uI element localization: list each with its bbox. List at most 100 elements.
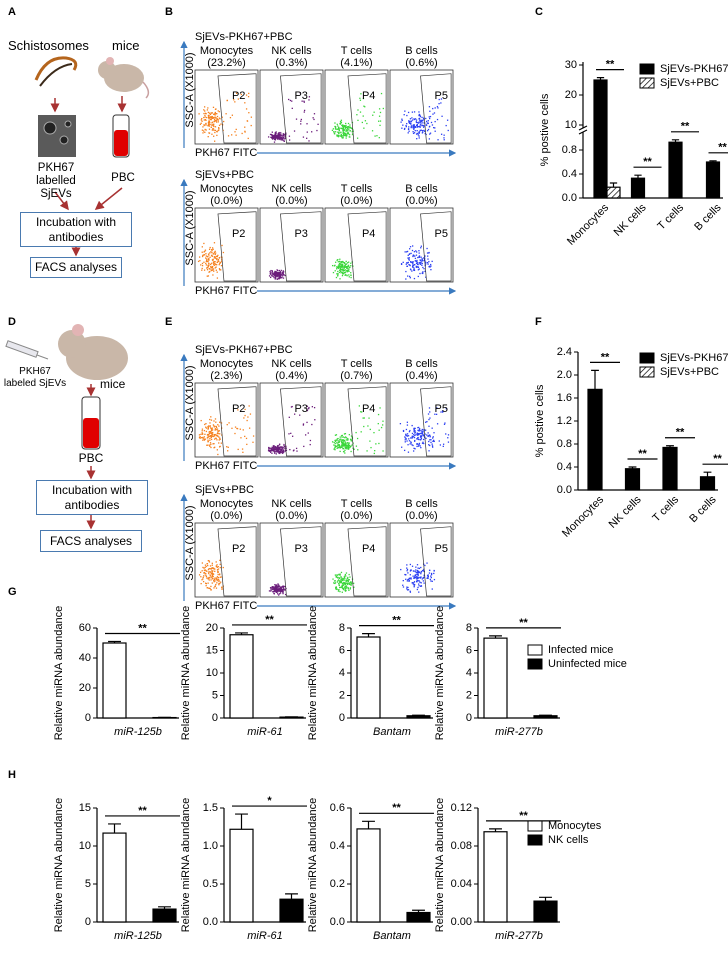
facs-dot — [213, 113, 215, 116]
facs-dot — [440, 133, 443, 135]
facs-dot — [213, 129, 215, 131]
facs-dot — [341, 577, 343, 580]
facs-dot — [408, 258, 410, 260]
y-tick-label: 15 — [79, 802, 91, 814]
facs-dot — [279, 271, 282, 273]
facs-dot — [337, 127, 340, 129]
facs-dot — [410, 442, 412, 444]
facs-dot — [405, 438, 408, 440]
facs-dot — [345, 134, 347, 136]
facs-dot — [208, 444, 211, 446]
facs-dot — [308, 140, 310, 142]
facs-dot — [272, 137, 274, 140]
facs-dot — [213, 579, 215, 582]
facs-dot — [413, 582, 415, 584]
facs-dot — [208, 120, 210, 122]
facs-dot — [420, 129, 423, 131]
x-tick-label: Monocytes — [565, 201, 611, 247]
facs-dot — [348, 270, 350, 272]
facs-dot — [425, 276, 427, 278]
facs-dot — [203, 109, 205, 111]
y-tick-label: 0.04 — [451, 878, 472, 890]
facs-dot — [207, 264, 209, 267]
facs-dot — [216, 579, 218, 582]
facs-dot — [355, 431, 357, 434]
cell-type: B cells — [405, 45, 438, 57]
facs-dot — [338, 264, 340, 267]
facs-dot — [341, 446, 343, 448]
facs-dot — [419, 119, 421, 121]
facs-dot — [339, 440, 341, 442]
bar — [705, 161, 721, 199]
facs-dot — [267, 449, 270, 452]
facs-dot — [373, 111, 375, 113]
facs-dot — [201, 267, 203, 270]
facs-dot — [430, 575, 432, 577]
facs-dot — [268, 275, 271, 277]
facs-dot — [432, 113, 434, 115]
facs-dot — [339, 267, 341, 270]
gate — [420, 386, 452, 457]
facs-dot — [209, 571, 211, 573]
facs-dot — [287, 98, 290, 101]
significance: ** — [519, 617, 528, 629]
facs-dot — [274, 138, 276, 141]
facs-dot — [420, 585, 422, 587]
facs-dot — [203, 439, 206, 441]
facs-dot — [336, 439, 338, 441]
panel-letter: H — [8, 769, 16, 781]
facs-dot — [347, 587, 349, 590]
facs-dot — [423, 129, 425, 132]
facs-dot — [336, 134, 338, 136]
error-bar — [108, 823, 121, 834]
facs-dot — [420, 446, 422, 449]
facs-dot — [202, 132, 204, 134]
facs-dot — [345, 135, 348, 137]
facs-dot — [418, 114, 420, 117]
facs-dot — [201, 570, 203, 572]
facs-dot — [413, 111, 416, 113]
facs-dot — [412, 570, 415, 572]
facs-dot — [211, 562, 213, 564]
facs-dot — [341, 436, 343, 438]
facs-dot — [203, 261, 205, 263]
facs-dot — [349, 124, 351, 126]
facs-dot — [337, 128, 339, 130]
facs-dot — [421, 260, 423, 262]
facs-dot — [347, 122, 350, 125]
facs-dot — [339, 580, 341, 582]
facs-dot — [412, 255, 414, 258]
facs-dot — [347, 131, 349, 133]
facs-dot — [424, 429, 427, 431]
facs-dot — [413, 583, 416, 586]
facs-dot — [269, 133, 272, 136]
facs-dot — [278, 588, 280, 591]
facs-dot — [218, 583, 220, 585]
facs-dot — [342, 133, 345, 136]
facs-dot — [270, 590, 272, 592]
facs-dot — [346, 582, 348, 584]
facs-dot — [242, 451, 244, 453]
facs-dot — [345, 124, 347, 127]
facs-dot — [347, 129, 349, 131]
facs-dot — [276, 449, 278, 451]
facs-dot — [270, 133, 272, 136]
facs-frame — [259, 522, 324, 598]
facs-dot — [279, 276, 282, 278]
facs-dot — [215, 257, 217, 259]
facs-dot — [272, 136, 275, 138]
facs-dot — [353, 582, 355, 584]
legend-swatch — [527, 820, 543, 832]
facs-dot — [339, 268, 342, 270]
facs-dot — [290, 406, 293, 408]
error-bar — [108, 640, 121, 643]
facs-dot — [413, 585, 415, 587]
y-tick-label: 0.8 — [557, 438, 572, 450]
facs-dot — [205, 422, 207, 425]
facs-dot — [275, 272, 278, 274]
facs-dot — [331, 129, 334, 132]
facs-dot — [423, 125, 425, 127]
facs-dot — [409, 118, 412, 120]
facs-dot — [348, 266, 350, 268]
facs-dot — [271, 137, 273, 139]
